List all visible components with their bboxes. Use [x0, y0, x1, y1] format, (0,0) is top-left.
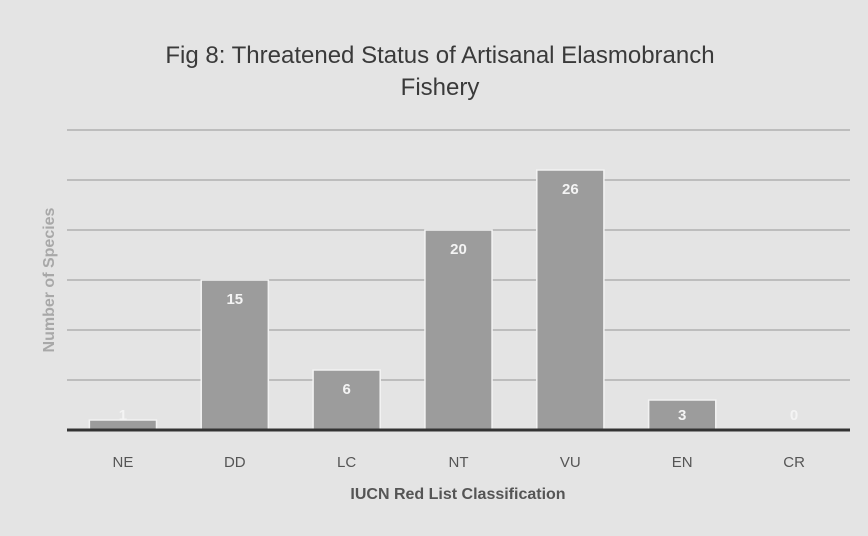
data-label: 3 [678, 407, 686, 424]
bar [200, 279, 270, 431]
data-label: 6 [342, 381, 350, 398]
x-tick-label: VU [560, 454, 581, 471]
x-tick-label: LC [337, 454, 356, 471]
y-axis-label: Number of Species [41, 207, 58, 352]
bar [312, 369, 381, 431]
data-label: 15 [226, 291, 243, 308]
bar [536, 169, 605, 431]
x-tick-label: NE [113, 454, 134, 471]
bar [647, 399, 717, 431]
bar [424, 229, 493, 431]
x-axis-label: IUCN Red List Classification [350, 486, 565, 503]
chart-title: Fig 8: Threatened Status of Artisanal El… [165, 42, 715, 101]
x-tick-label: EN [672, 454, 693, 471]
data-label: 26 [562, 181, 579, 198]
data-label: 1 [119, 407, 127, 424]
data-label: 0 [790, 407, 798, 424]
x-tick-label: DD [224, 454, 246, 471]
x-tick-label: CR [783, 454, 805, 471]
data-label: 20 [450, 241, 467, 258]
x-tick-label: NT [449, 454, 469, 471]
